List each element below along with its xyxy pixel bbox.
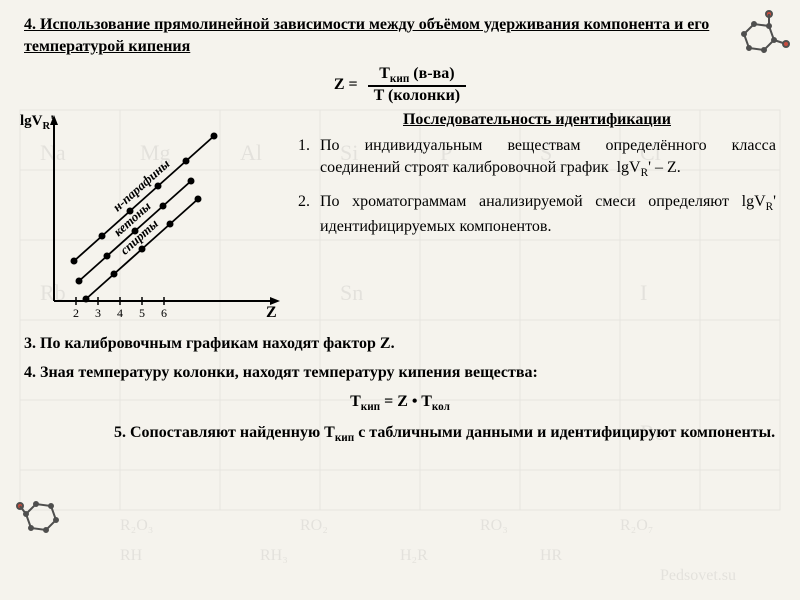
step-5: 5. Сопоставляют найденную Tкип с табличн… xyxy=(24,423,776,446)
calibration-chart: lgVR' 23456Zн-парафиныкетоныспирты xyxy=(24,111,284,326)
svg-text:R₂O₃: R₂O₃ xyxy=(120,517,153,534)
equation-4: Tкип = Z • Tкол xyxy=(24,392,776,415)
step-4: 4. Зная температуру колонки, находят тем… xyxy=(24,363,776,384)
sequence-item: 2. По хроматограммам анализируемой смеси… xyxy=(298,191,776,237)
formula-z: Z = Tкип (в-ва) T (колонки) xyxy=(24,65,776,105)
svg-text:RO₃: RO₃ xyxy=(480,517,508,534)
svg-text:H₂R: H₂R xyxy=(400,547,428,564)
svg-text:4: 4 xyxy=(117,306,123,320)
sequence-heading: Последовательность идентификации xyxy=(298,111,776,129)
svg-text:6: 6 xyxy=(161,306,167,320)
molecule-decoration xyxy=(6,484,76,544)
formula-lhs: Z = xyxy=(334,76,358,93)
svg-text:RO₂: RO₂ xyxy=(300,517,328,534)
svg-text:R₂O₇: R₂O₇ xyxy=(620,517,653,534)
svg-text:Pedsovet.su: Pedsovet.su xyxy=(660,567,736,584)
svg-text:RH₃: RH₃ xyxy=(260,547,288,564)
formula-numerator: Tкип (в-ва) xyxy=(368,65,466,85)
svg-text:RH: RH xyxy=(120,547,143,564)
list-number: 1. xyxy=(298,135,320,181)
section-title: 4. Использование прямолинейной зависимос… xyxy=(24,14,776,57)
sequence-item-text: По хроматограммам анализируемой смеси оп… xyxy=(320,191,776,237)
svg-text:2: 2 xyxy=(73,306,79,320)
step-3: 3. По калибровочным графикам находят фак… xyxy=(24,334,776,355)
formula-denominator: T (колонки) xyxy=(368,85,466,105)
chart-y-label: lgVR' xyxy=(20,113,54,132)
identification-sequence: Последовательность идентификации 1. По и… xyxy=(298,111,776,247)
sequence-item-text: По индивидуальным веществам определённог… xyxy=(320,135,776,181)
svg-text:3: 3 xyxy=(95,306,101,320)
list-number: 2. xyxy=(298,191,320,237)
sequence-item: 1. По индивидуальным веществам определён… xyxy=(298,135,776,181)
svg-text:Z: Z xyxy=(266,304,277,321)
svg-text:HR: HR xyxy=(540,547,563,564)
svg-text:5: 5 xyxy=(139,306,145,320)
